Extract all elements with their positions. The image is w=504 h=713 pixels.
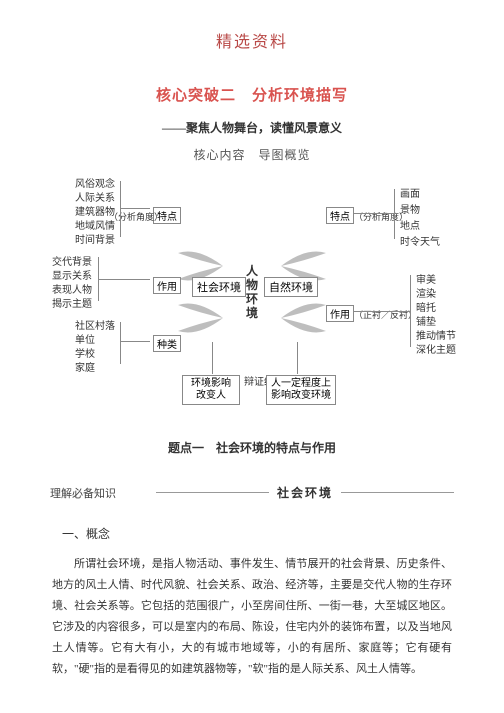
natural-env-node: 自然环境 — [264, 277, 318, 297]
bracket-line — [354, 213, 394, 214]
leaf-item: 建筑器物 — [75, 203, 115, 218]
analysis-label: （分析角度） — [109, 210, 163, 223]
leaf-item: 揭示主题 — [52, 295, 92, 310]
wing-shape — [178, 299, 223, 337]
concept-heading: 一、概念 — [0, 525, 504, 542]
leaf-item: 推动情节 — [416, 327, 456, 342]
leaf-item: 渲染 — [416, 285, 436, 300]
connector-line — [297, 342, 298, 374]
leaf-item: 家庭 — [75, 359, 95, 374]
knowledge-label: 理解必备知识 — [50, 485, 156, 501]
leaf-item: 显示关系 — [52, 267, 92, 282]
leaf-item: 地域风情 — [75, 217, 115, 232]
bracket-line — [120, 341, 150, 342]
topic-title: 题点一 社会环境的特点与作用 — [0, 439, 504, 456]
bracket-line — [410, 275, 411, 347]
wing-shape — [281, 299, 326, 337]
leaf-item: 社区村落 — [75, 317, 115, 332]
leaf-item: 风俗观念 — [75, 175, 115, 190]
section-label: 核心内容 导图概览 — [0, 146, 504, 163]
leaf-item: 单位 — [75, 331, 95, 346]
knowledge-header: 理解必备知识 社会环境 — [0, 484, 504, 501]
bracket-line — [98, 279, 150, 280]
subtitle: ——聚焦人物舞台，读懂风景意义 — [0, 119, 504, 136]
social-env-node: 社会环境 — [192, 277, 246, 297]
page-header: 精选资料 — [0, 0, 504, 52]
kind-node: 种类 — [153, 335, 181, 352]
leaf-item: 时令天气 — [400, 233, 440, 248]
knowledge-title: 社会环境 — [269, 484, 341, 501]
leaf-item: 暗托 — [416, 299, 436, 314]
leaf-item: 深化主题 — [416, 341, 456, 356]
body-paragraph: 所谓社会环境，是指人物活动、事件发生、情节展开的社会背景、历史条件、地方的风土人… — [0, 554, 504, 680]
leaf-item: 表现人物 — [52, 281, 92, 296]
leaf-item: 审美 — [416, 271, 436, 286]
main-title: 核心突破二 分析环境描写 — [0, 84, 504, 105]
function-node: 作用 — [153, 277, 181, 294]
bracket-line — [354, 311, 410, 312]
divider-line — [156, 492, 269, 493]
leaf-item: 画面 — [400, 185, 420, 200]
mindmap-diagram: 人物环境 社会环境 自然环境 特点 作用 种类 （分析角度） 特点 作用 （分析… — [0, 167, 504, 417]
contrast-label: （正衬／反衬） — [354, 308, 417, 321]
bracket-line — [120, 208, 150, 209]
leaf-item: 学校 — [75, 345, 95, 360]
feature-node: 特点 — [326, 207, 354, 224]
leaf-item: 铺垫 — [416, 313, 436, 328]
connector-line — [212, 342, 213, 374]
bracket-line — [394, 189, 395, 239]
leaf-item: 地点 — [400, 217, 420, 232]
leaf-item: 景物 — [400, 201, 420, 216]
bottom-left-node: 环境影响改变人 — [182, 375, 240, 405]
bracket-line — [120, 181, 121, 237]
bottom-right-node: 人一定程度上影响改变环境 — [266, 375, 336, 405]
leaf-item: 人际关系 — [75, 189, 115, 204]
divider-line — [341, 492, 454, 493]
function-node: 作用 — [326, 305, 354, 322]
bracket-line — [120, 322, 121, 364]
bottom-mid-node: 辩证统一 — [244, 377, 264, 388]
leaf-item: 交代背景 — [52, 253, 92, 268]
leaf-item: 时间背景 — [75, 231, 115, 246]
